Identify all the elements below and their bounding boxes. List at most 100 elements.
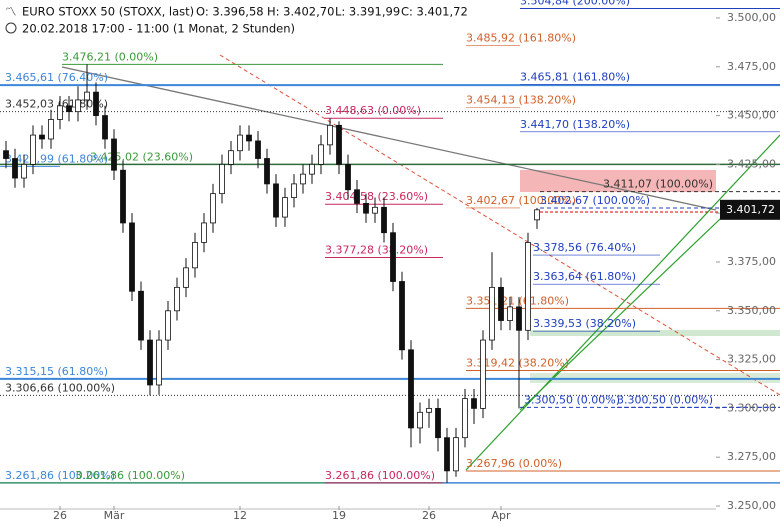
level-label: 3.465,81 (161.80%) (520, 71, 630, 84)
candle-body (57, 105, 63, 120)
candle-body (345, 163, 351, 191)
candle-body (111, 138, 117, 171)
x-tick-label: 26 (53, 509, 67, 522)
y-tick-label: 3.475,00 (727, 60, 776, 73)
level-label: 3.261,86 (100.00%) (5, 469, 115, 482)
icon (5, 22, 17, 34)
candle-body (156, 339, 162, 386)
y-tick-label: 3.450,00 (727, 109, 776, 122)
level-label: 3.300,50 (0.00%) (617, 393, 713, 406)
ohlc: L: 3.391,99 (335, 5, 400, 19)
trend-line (465, 134, 780, 471)
y-tick-label: 3.325,00 (727, 353, 776, 366)
candle-body (336, 124, 342, 165)
candle-body (48, 119, 54, 140)
candle-body (291, 183, 297, 198)
level-label: 3.441,70 (138.20%) (520, 118, 630, 131)
candle-body (390, 232, 396, 282)
x-tick-label: Apr (491, 509, 511, 522)
candles (3, 64, 540, 483)
candle-body (516, 306, 522, 331)
level-label: 3.377,28 (38.20%) (325, 244, 428, 257)
chart-title: EURO STOXX 50 (STOXX, last) (22, 5, 194, 19)
candle-body (165, 310, 171, 341)
ohlc: C: 3.401,72 (401, 5, 468, 19)
candle-body (273, 183, 279, 218)
candle-body (480, 339, 486, 409)
level-label: 3.378,56 (76.40%) (533, 241, 636, 254)
level-label: 3.504,84 (200.00%) (520, 0, 630, 8)
candle-body (327, 124, 333, 146)
level-label: 3.315,15 (61.80%) (5, 365, 108, 378)
candle-body (102, 115, 108, 140)
candle-body (453, 437, 459, 472)
candle-body (318, 144, 324, 165)
candle-body (363, 203, 369, 214)
candle-body (183, 267, 189, 288)
level-label: 3.339,53 (38.20%) (533, 317, 636, 330)
candle-body (444, 437, 450, 472)
candle-body (138, 290, 144, 341)
candle-body (30, 134, 36, 165)
level-label: 3.404,58 (23.60%) (325, 190, 428, 203)
ohlc: H: 3.402,70 (267, 5, 334, 19)
candle-body (93, 91, 99, 116)
x-tick-label: 26 (422, 509, 436, 522)
y-tick-label: 3.350,00 (727, 304, 776, 317)
candle-body (228, 150, 234, 165)
candle-body (39, 134, 45, 140)
last-price-label: 3.401,72 (726, 203, 775, 216)
level-label: 3.300,50 (0.00%) (524, 393, 620, 406)
level-label: 3.452,03 (61.80%) (5, 98, 108, 111)
level-label: 3.363,64 (61.80%) (533, 270, 636, 283)
level-label: 3.485,92 (161.80%) (466, 31, 576, 44)
axis: 3.500,003.475,003.450,003.425,003.400,00… (0, 11, 780, 522)
candle-body (120, 169, 126, 224)
candle-body (129, 222, 135, 292)
candle-body (426, 407, 432, 413)
candle-body (246, 134, 252, 142)
level-label: 3.267,96 (0.00%) (466, 457, 562, 470)
y-tick-label: 3.500,00 (727, 11, 776, 24)
level-label: 3.261,86 (100.00%) (325, 469, 435, 482)
y-tick-label: 3.250,00 (727, 499, 776, 512)
candle-body (381, 206, 387, 234)
candle-body (498, 286, 504, 321)
trend-line (61, 66, 717, 211)
candle-body (237, 134, 243, 152)
level-label: 3.465,61 (76.40%) (5, 71, 108, 84)
candle-body (282, 197, 288, 218)
level-label: 3.423,99 (61.80%) (5, 152, 108, 165)
last-price-box (720, 199, 780, 220)
candle-body (66, 105, 72, 113)
subtitle: 20.02.2018 17:00 - 11:00 (1 Monat, 2 Stu… (22, 22, 295, 36)
y-tick-label: 3.275,00 (727, 450, 776, 463)
zone (530, 330, 780, 336)
x-tick-label: 12 (233, 509, 247, 522)
candle-body (3, 150, 9, 159)
candle-body (84, 91, 90, 101)
candle-body (507, 306, 513, 321)
level-label: 3.351,21 (61.80%) (466, 294, 569, 307)
zone (520, 170, 716, 192)
level-label: 3.476,21 (0.00%) (62, 50, 158, 63)
candle-body (408, 349, 414, 429)
candle-body (462, 398, 468, 439)
candle-body (201, 222, 207, 243)
candle-body (255, 140, 261, 159)
candle-body (354, 189, 360, 204)
y-tick-label: 3.375,00 (727, 255, 776, 268)
candle-body (147, 339, 153, 386)
x-tick-label: Mär (104, 509, 125, 522)
header: 〽 EURO STOXX 50 (STOXX, last) O: 3.396,5… (5, 5, 468, 36)
candle-body (372, 206, 378, 214)
y-tick-label: 3.300,00 (727, 401, 776, 414)
y-tick-label: 3.425,00 (727, 157, 776, 170)
candle-body (174, 286, 180, 312)
level-label: 3.454,13 (138.20%) (466, 94, 576, 107)
candle-body (309, 163, 315, 175)
candle-body (210, 193, 216, 224)
candle-body (264, 158, 270, 185)
